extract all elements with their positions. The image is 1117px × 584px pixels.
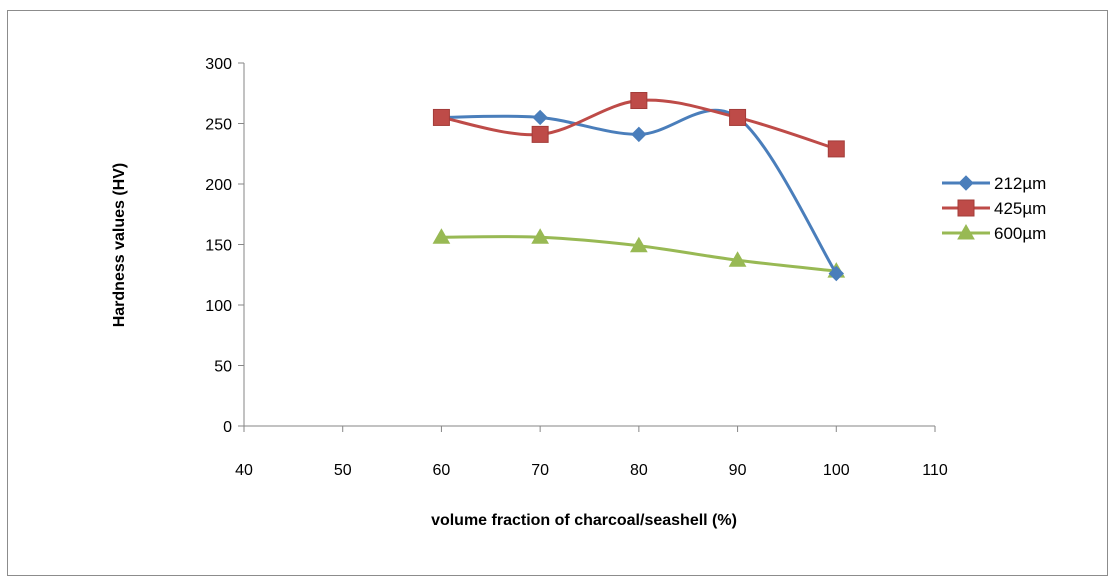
y-tick-label: 200 — [205, 177, 232, 194]
legend-label: 600µm — [994, 224, 1046, 243]
chart-frame — [7, 10, 1108, 576]
series-square — [432, 92, 845, 158]
series-line — [441, 108, 838, 275]
legend-marker — [957, 199, 975, 217]
data-point — [828, 265, 844, 282]
series-triangle — [432, 228, 846, 278]
y-tick-label: 150 — [205, 238, 232, 255]
data-point — [827, 140, 845, 158]
x-tick-label: 60 — [433, 462, 451, 479]
data-point — [532, 109, 548, 126]
y-tick-label: 100 — [205, 298, 232, 315]
data-point — [630, 92, 648, 110]
legend-marker — [958, 175, 974, 191]
x-tick-label: 80 — [630, 462, 648, 479]
data-point — [531, 228, 550, 244]
y-tick-label: 300 — [205, 56, 232, 73]
x-tick-label: 50 — [334, 462, 352, 479]
data-point — [631, 126, 647, 143]
legend-item: 212µm — [942, 174, 1046, 193]
x-tick-label: 110 — [922, 462, 948, 479]
data-point — [531, 125, 549, 143]
legend-label: 212µm — [994, 174, 1046, 193]
data-point — [432, 228, 451, 244]
legend-label: 425µm — [994, 199, 1046, 218]
y-tick-label: 50 — [214, 359, 232, 376]
y-ticks: 0 50 100 150 200 250 300 — [205, 56, 244, 436]
x-tick-label: 90 — [729, 462, 747, 479]
data-point — [728, 251, 747, 267]
legend-item: 600µm — [942, 223, 1046, 243]
legend-marker — [957, 223, 975, 240]
data-point — [629, 236, 648, 253]
data-point — [729, 108, 747, 126]
x-ticks: 40 50 60 70 80 90 100 110 — [235, 426, 948, 479]
x-axis-title: volume fraction of charcoal/seashell (%) — [431, 512, 737, 529]
legend-item: 425µm — [942, 199, 1046, 218]
legend: 212µm 425µm 600µm — [942, 174, 1046, 243]
x-tick-label: 40 — [235, 462, 253, 479]
y-tick-label: 0 — [223, 419, 232, 436]
y-tick-label: 250 — [205, 117, 232, 134]
x-tick-label: 100 — [823, 462, 850, 479]
series-diamond — [433, 108, 844, 282]
data-point — [432, 108, 450, 126]
y-axis-title: Hardness values (HV) — [111, 163, 128, 328]
x-tick-label: 70 — [531, 462, 549, 479]
series-layer — [432, 92, 846, 282]
